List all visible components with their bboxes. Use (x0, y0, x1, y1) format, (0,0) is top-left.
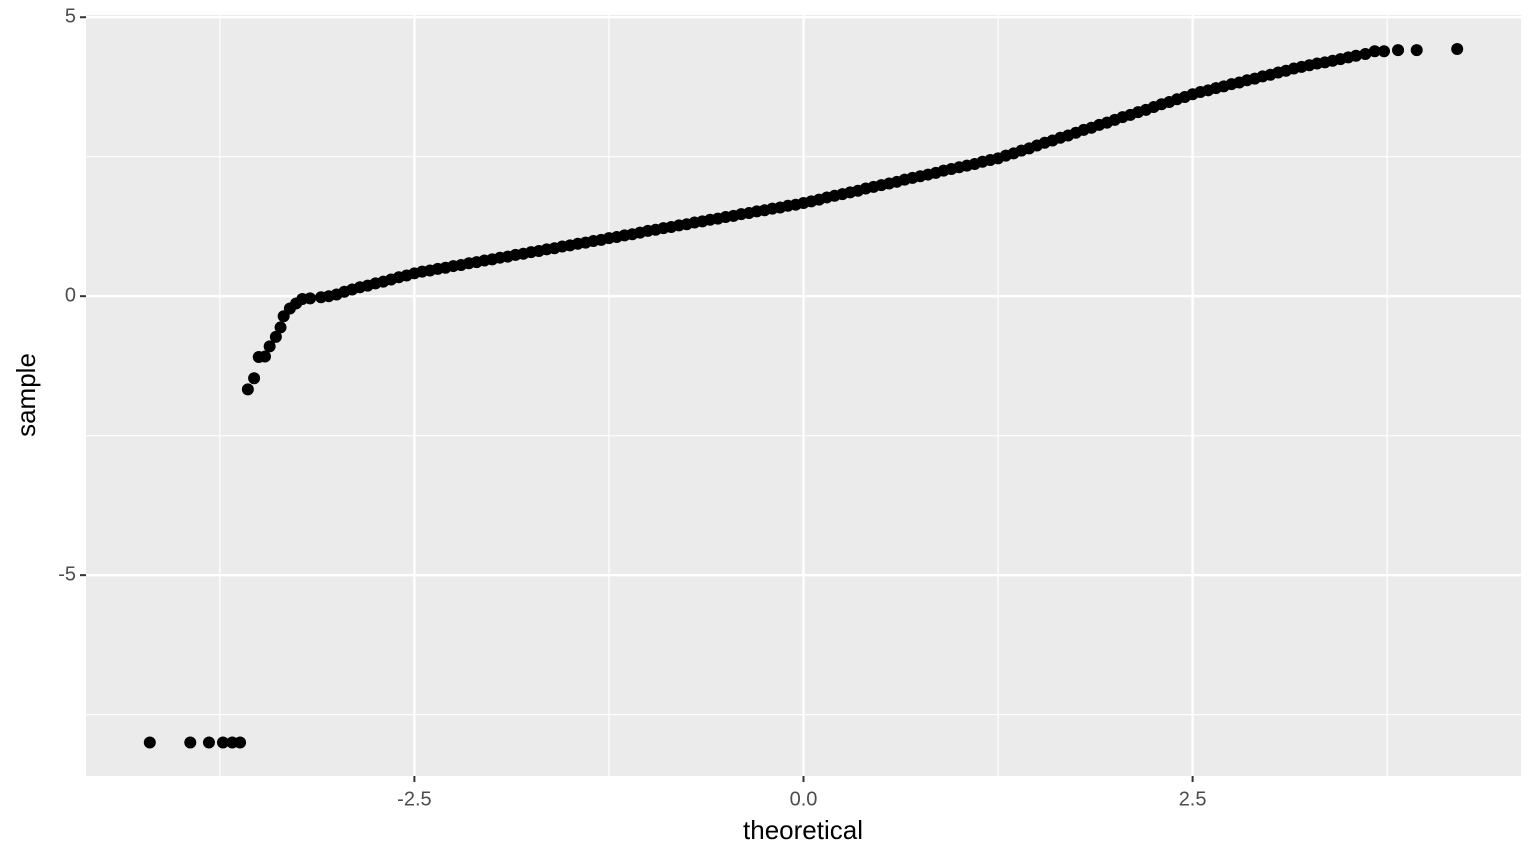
x-tick-label: 2.5 (1179, 788, 1207, 810)
point (184, 736, 197, 749)
point (1451, 43, 1464, 56)
y-tick-label: 0 (65, 284, 76, 306)
point (258, 350, 271, 363)
point (234, 736, 247, 749)
y-axis-title: sample (11, 353, 41, 437)
point (269, 330, 282, 343)
y-tick-label: 5 (65, 6, 76, 28)
point (241, 383, 254, 396)
point (143, 736, 156, 749)
point (202, 736, 215, 749)
x-tick-label: 0.0 (790, 788, 818, 810)
point (1350, 49, 1363, 62)
point (274, 321, 287, 334)
point (1368, 45, 1381, 58)
point (1378, 45, 1391, 58)
y-tick-label: -5 (58, 563, 76, 585)
point (263, 340, 276, 353)
point (1410, 44, 1423, 57)
point (1359, 48, 1372, 61)
point (1392, 44, 1405, 57)
x-tick-label: -2.5 (397, 788, 431, 810)
point (216, 736, 229, 749)
x-axis-title: theoretical (743, 815, 863, 845)
point (304, 292, 317, 305)
point (248, 372, 261, 385)
